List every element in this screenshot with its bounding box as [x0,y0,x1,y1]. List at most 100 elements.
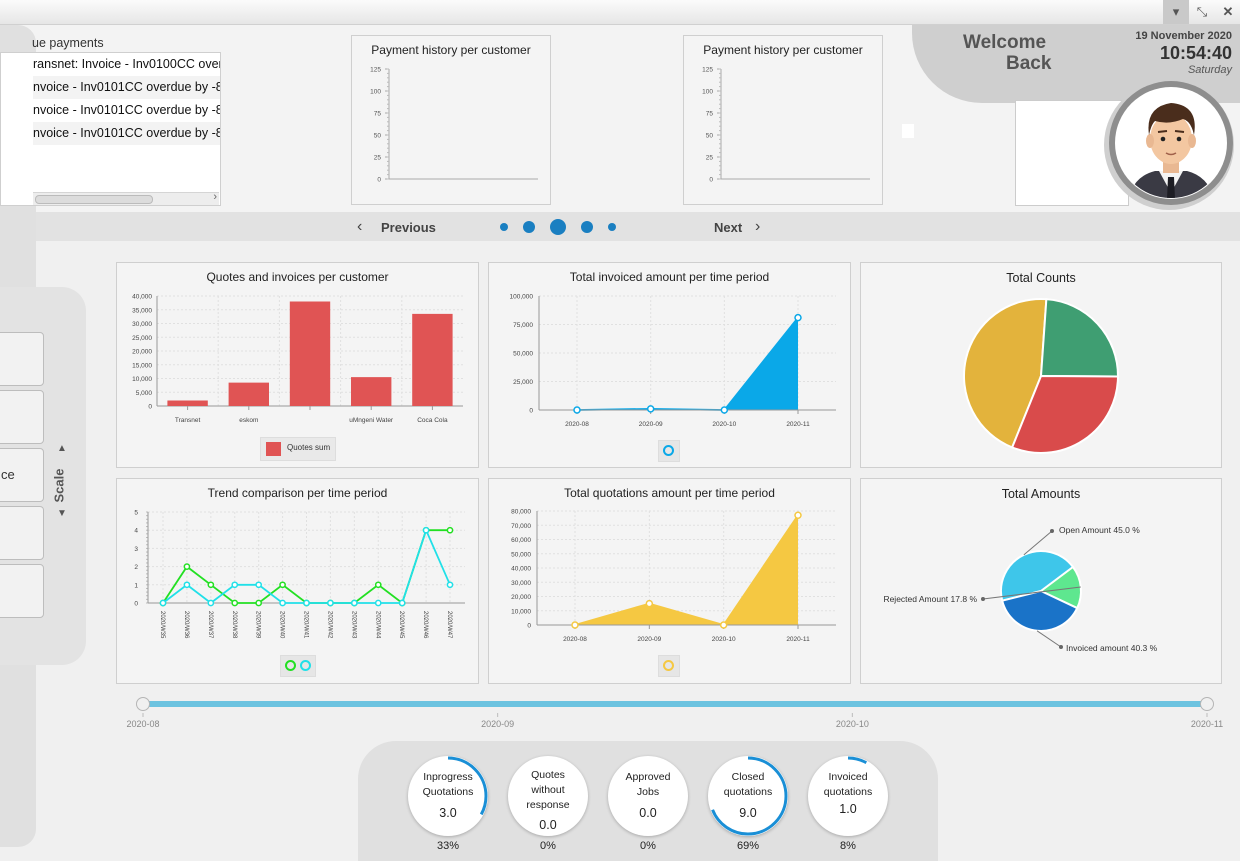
scrollbar-thumb[interactable] [35,195,153,204]
x-tick-label: 2020/W38 [231,611,237,639]
chart-title: Total Counts [1006,271,1076,285]
timeline-track [143,701,1207,707]
chevron-right-icon[interactable]: › [755,218,761,235]
list-item[interactable]: nvoice - Inv0101CC overdue by -8 [33,76,220,99]
y-tick-label: 70,000 [511,523,531,530]
pie-slice-invoiced [1000,589,1079,632]
y-tick-label: 50 [374,133,382,140]
carousel-dot[interactable] [500,223,508,231]
carousel-placeholder [902,124,914,138]
minimize-button[interactable]: ▾ [1163,0,1189,24]
gauge-label: Closed quotations [723,771,773,798]
next-button[interactable]: Next [714,220,743,235]
x-tick-label: 2020-09 [637,636,661,643]
data-point [374,581,382,589]
y-tick-label: 80,000 [511,509,531,516]
data-point [794,313,802,322]
overdue-title: ue payments [32,36,104,50]
list-item[interactable]: nvoice - Inv0101CC overdue by -8 [33,122,220,145]
avatar-illustration [1115,87,1227,199]
quotes-invoices-chart: Quotes and invoices per customer 40,000 3… [116,262,479,468]
chart-title: Total Amounts [1001,487,1081,501]
sidebar-button-5[interactable] [0,564,44,618]
y-tick-label: 125 [370,67,381,74]
gauge-value: 1.0 [839,802,857,816]
data-point [720,406,729,414]
chevron-right-icon[interactable]: › [213,191,217,203]
carousel-dot-active[interactable] [550,219,566,235]
legend-symbol [285,660,296,671]
timeline-slider[interactable]: 2020-08 2020-09 2020-10 2020-11 [0,693,1240,733]
trend-comparison-chart: Trend comparison per time period 5 4 3 2 1 0 2… [116,478,479,684]
chart-legend [280,655,316,677]
y-tick-label: 100,000 [510,294,534,301]
data-point [159,599,167,607]
y-tick-label: 2 [134,564,138,571]
sidebar-button-1[interactable] [0,332,44,386]
label-leader [1023,530,1053,556]
area-chart-plot: 80,000 70,000 60,000 50,000 40,000 30,000 20,0… [511,509,836,643]
pie-slice-red [1010,374,1120,454]
sidebar-button-2[interactable] [0,390,44,444]
data-point [422,526,430,534]
list-item[interactable]: nvoice - Inv0101CC overdue by -8 [33,103,221,117]
carousel-nav-bar [0,212,1240,241]
gauge-percent: 0% [640,840,656,852]
payment-history-chart-2: Payment history per customer 125 100 75 50 2… [683,35,883,205]
total-quotations-chart: Total quotations amount per time period … [488,478,851,684]
gauge-progress [708,756,788,836]
timeline-label: 2020-11 [1191,719,1223,729]
data-point [446,581,454,589]
sidebar-button-4[interactable] [0,506,44,560]
previous-button[interactable]: Previous [381,220,436,235]
y-tick-label: 1 [134,582,138,589]
label-dot [1059,645,1063,649]
area-fill [575,515,798,625]
data-point [719,621,728,629]
chart-title: Total invoiced amount per time period [569,270,770,284]
pie-label: Invoiced amount 40.3 % [1066,643,1158,653]
legend-symbol [300,660,311,671]
pie-label: Rejected Amount 17.8 % [883,594,977,604]
compress-icon: ⤡ [1196,4,1208,19]
chevron-left-icon[interactable]: ‹ [357,218,363,235]
series-line [574,514,799,627]
close-icon: ✕ [1222,4,1234,19]
scale-up-icon[interactable]: ▲ [57,443,67,454]
data-point [207,581,215,589]
y-tick-label: 25 [706,155,714,162]
chart-title: Total quotations amount per time period [564,486,775,500]
y-tick-label: 40,000 [132,294,152,301]
area-chart-plot: 100,000 75,000 50,000 25,000 0 2020-08 2020-09… [510,294,836,428]
label-dot [981,597,985,601]
data-point [255,581,263,589]
restore-button[interactable]: ⤡ [1189,0,1215,24]
sidebar-button-3[interactable]: ce [0,448,44,502]
kpi-gauge: Quotes without response 0.0 0% [508,756,588,852]
data-point [207,599,215,607]
bar-chart-plot: 40,000 35,000 30,000 25,000 20,000 15,000 10,0… [132,294,463,424]
x-tick-label: 2020/W44 [374,611,380,639]
timeline-label: 2020-08 [126,719,159,729]
scale-down-icon[interactable]: ▼ [57,508,67,519]
list-item[interactable]: ransnet: Invoice - Inv0100CC overdu [33,57,221,71]
y-tick-label: 0 [134,601,138,608]
bar [228,382,269,406]
scale-control: Scale [48,469,78,503]
x-tick-label: 2020/W41 [303,611,309,639]
carousel-dot[interactable] [608,223,616,231]
label-leader [982,586,1081,600]
data-point [279,599,286,607]
overdue-list[interactable]: ransnet: Invoice - Inv0100CC overdu nvoi… [0,52,221,206]
bar [351,377,392,406]
x-tick-label: 2020-08 [563,636,587,643]
horizontal-scrollbar[interactable]: › [33,191,219,205]
close-button[interactable]: ✕ [1215,0,1240,24]
legend-swatch [266,442,281,456]
avatar[interactable] [1109,81,1233,205]
x-tick-label: 2020-11 [786,636,810,643]
carousel-dot[interactable] [581,221,593,233]
carousel-dot[interactable] [523,221,535,233]
data-point [446,526,454,534]
pie-slice-yellow [963,298,1048,449]
